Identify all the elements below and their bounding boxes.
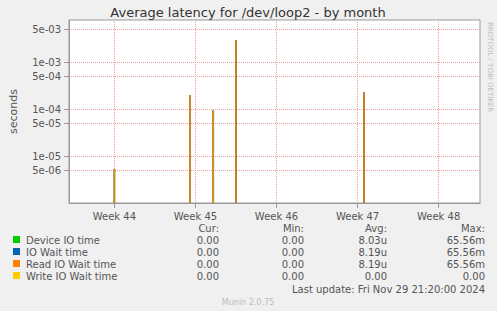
svg-text:seconds: seconds bbox=[7, 89, 20, 134]
svg-text:0.00: 0.00 bbox=[197, 247, 219, 258]
svg-text:5e-06: 5e-06 bbox=[32, 165, 61, 176]
svg-text:Average latency for /dev/loop2: Average latency for /dev/loop2 - by mont… bbox=[110, 5, 385, 20]
svg-text:Week 45: Week 45 bbox=[174, 211, 217, 222]
svg-text:65.56m: 65.56m bbox=[447, 235, 485, 246]
svg-text:Device IO time: Device IO time bbox=[26, 235, 100, 246]
svg-text:65.56m: 65.56m bbox=[447, 247, 485, 258]
svg-text:Min:: Min: bbox=[283, 223, 304, 234]
svg-text:0.00: 0.00 bbox=[282, 259, 304, 270]
svg-text:1e-03: 1e-03 bbox=[32, 57, 61, 68]
svg-text:65.56m: 65.56m bbox=[447, 259, 485, 270]
svg-text:0.00: 0.00 bbox=[282, 235, 304, 246]
svg-text:8.03u: 8.03u bbox=[358, 235, 387, 246]
svg-text:1e-04: 1e-04 bbox=[32, 104, 61, 115]
svg-text:RRDTOOL / TOBI OETIKER: RRDTOOL / TOBI OETIKER bbox=[486, 22, 494, 112]
svg-text:0.00: 0.00 bbox=[197, 271, 219, 282]
svg-text:0.00: 0.00 bbox=[197, 259, 219, 270]
svg-text:IO Wait time: IO Wait time bbox=[26, 247, 88, 258]
svg-text:0.00: 0.00 bbox=[463, 271, 485, 282]
svg-text:Week 46: Week 46 bbox=[255, 211, 298, 222]
svg-text:5e-05: 5e-05 bbox=[32, 118, 61, 129]
svg-text:8.19u: 8.19u bbox=[358, 247, 387, 258]
svg-text:8.19u: 8.19u bbox=[358, 259, 387, 270]
svg-text:0.00: 0.00 bbox=[365, 271, 387, 282]
svg-text:Write IO Wait time: Write IO Wait time bbox=[26, 271, 117, 282]
svg-text:Avg:: Avg: bbox=[365, 223, 387, 234]
svg-text:Week 44: Week 44 bbox=[93, 211, 136, 222]
svg-text:Week 48: Week 48 bbox=[417, 211, 460, 222]
svg-text:0.00: 0.00 bbox=[282, 271, 304, 282]
svg-text:Munin 2.0.75: Munin 2.0.75 bbox=[222, 298, 274, 307]
svg-text:Cur:: Cur: bbox=[198, 223, 219, 234]
svg-text:0.00: 0.00 bbox=[197, 235, 219, 246]
svg-text:1e-05: 1e-05 bbox=[32, 151, 61, 162]
svg-text:Last update: Fri Nov 29 21:20:: Last update: Fri Nov 29 21:20:00 2024 bbox=[292, 284, 485, 295]
svg-text:Max:: Max: bbox=[461, 223, 485, 234]
svg-text:0.00: 0.00 bbox=[282, 247, 304, 258]
svg-text:5e-04: 5e-04 bbox=[32, 71, 61, 82]
svg-text:5e-03: 5e-03 bbox=[32, 24, 61, 35]
svg-text:Week 47: Week 47 bbox=[336, 211, 379, 222]
svg-text:Read IO Wait time: Read IO Wait time bbox=[26, 259, 116, 270]
